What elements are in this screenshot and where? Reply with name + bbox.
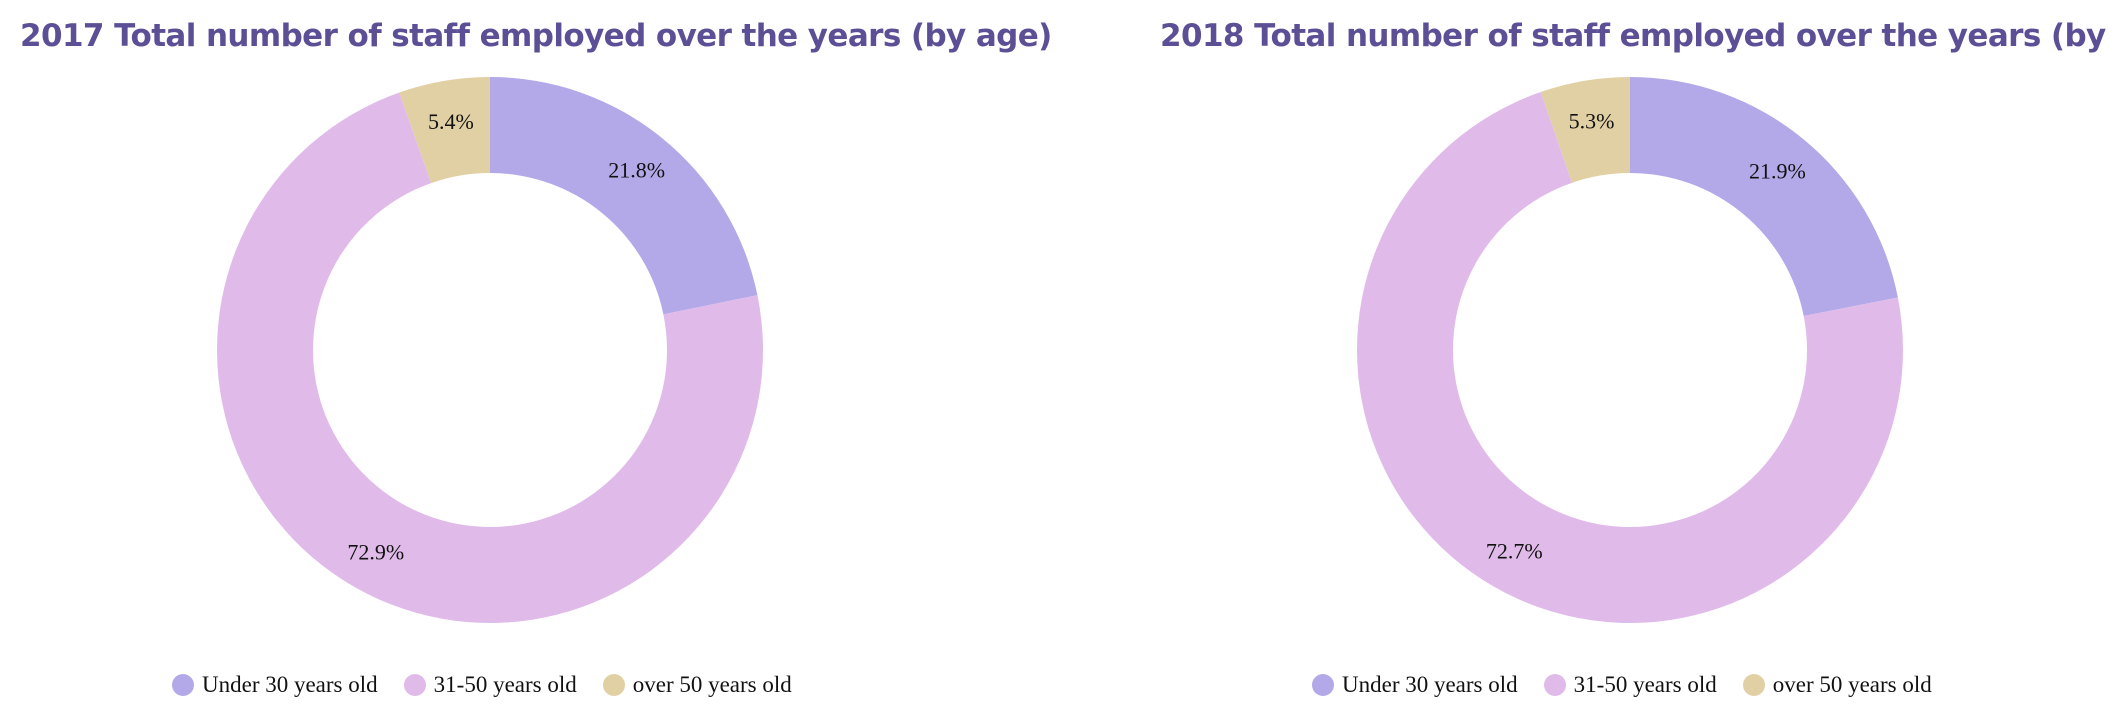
chart-panel-2018: 2018 Total number of staff employed over… — [1140, 0, 2114, 727]
legend-label: Under 30 years old — [1342, 672, 1518, 697]
slice-value-label: 5.3% — [1569, 109, 1615, 134]
legend-label: over 50 years old — [1772, 672, 1932, 697]
chart-title: 2018 Total number of staff employed over… — [1160, 18, 2114, 54]
donut-slice-over-50[interactable] — [1540, 77, 1630, 183]
legend: Under 30 years old 31-50 years old over … — [172, 672, 818, 698]
donut-slice-31-50[interactable] — [217, 92, 764, 624]
donut-slice-under-30[interactable] — [490, 77, 758, 315]
legend-swatch — [172, 674, 194, 696]
legend-label: Under 30 years old — [202, 672, 378, 697]
legend-item-31-50[interactable]: 31-50 years old — [1543, 672, 1717, 698]
legend-label: over 50 years old — [632, 672, 792, 697]
donut-slice-over-50[interactable] — [399, 77, 490, 184]
legend-swatch — [403, 674, 426, 696]
donut-slice-under-30[interactable] — [1630, 77, 1898, 316]
slice-value-label: 5.4% — [428, 109, 474, 134]
slice-value-label: 72.9% — [347, 539, 404, 564]
chart-panel-2017: 2017 Total number of staff employed over… — [20, 18, 1052, 698]
donut-chart-2018: 21.9% 72.7% 5.3% — [1357, 77, 1903, 624]
legend-swatch — [1742, 674, 1765, 696]
legend-swatch — [1543, 674, 1566, 696]
legend-item-31-50[interactable]: 31-50 years old — [403, 672, 577, 698]
legend-item-over-50[interactable]: over 50 years old — [602, 672, 792, 698]
slice-value-label: 72.7% — [1486, 539, 1543, 564]
legend-item-under-30[interactable]: Under 30 years old — [172, 672, 378, 698]
donut-slice-31-50[interactable] — [1357, 92, 1903, 624]
legend-item-under-30[interactable]: Under 30 years old — [1312, 672, 1518, 698]
chart-title: 2017 Total number of staff employed over… — [20, 18, 1052, 54]
slice-value-label: 21.9% — [1749, 158, 1806, 183]
legend-item-over-50[interactable]: over 50 years old — [1742, 672, 1932, 698]
slice-value-label: 21.8% — [608, 158, 665, 183]
legend-swatch — [602, 674, 625, 696]
legend: Under 30 years old 31-50 years old over … — [1312, 672, 1958, 698]
legend-swatch — [1312, 674, 1334, 696]
legend-label: 31-50 years old — [1573, 672, 1717, 697]
legend-label: 31-50 years old — [433, 672, 577, 697]
donut-chart-2017: 21.8% 72.9% 5.4% — [217, 77, 764, 624]
